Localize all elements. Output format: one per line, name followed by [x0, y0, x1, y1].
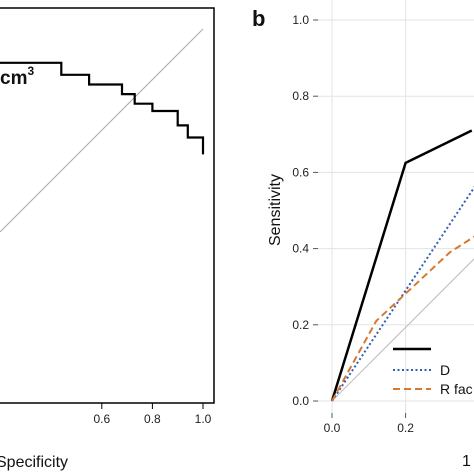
panel-a-x-tick-label: 1.0	[195, 412, 212, 426]
panel-b-x-axis-title: 1	[462, 453, 471, 470]
panel-b-y-tick-label: 0.6	[292, 165, 309, 179]
panel-a-x-ticks: 0.6 0.8 1.0	[93, 403, 212, 426]
panel-b-y-tick-label: 0.8	[292, 89, 309, 103]
panel-a-annotation: cm3	[0, 64, 34, 89]
panel-b-y-tick-label: 0.4	[292, 242, 309, 256]
panel-b-x-tick-label: 0.2	[397, 421, 414, 435]
panel-b-series-line-2	[331, 186, 474, 402]
panel-b-y-axis-title: Sensitivity	[267, 174, 284, 246]
panel-b-x-tick-label: 0.0	[324, 421, 341, 435]
legend-label-2: D	[440, 362, 450, 378]
panel-a: cm3 0.6 0.8 1.0 Specificity	[0, 7, 215, 471]
legend-label-3: R fac	[440, 381, 473, 397]
panel-a-roc-curve	[0, 61, 205, 155]
panel-b-y-tick-label: 1.0	[292, 13, 309, 27]
panel-b-grid	[318, 0, 474, 413]
panel-b-series	[330, 129, 474, 402]
panel-b-series-line-3	[331, 235, 474, 402]
panel-b: b D R fac 0.0 0.2 0.4 0.6 0.8 1.0 0.0 0.2 Sensi…	[252, 0, 474, 470]
panel-b-legend: D R fac	[393, 347, 473, 397]
panel-a-x-axis-title: Specificity	[0, 454, 68, 471]
panel-a-reference-line	[0, 28, 204, 233]
panel-a-x-tick-label: 0.8	[144, 412, 161, 426]
panel-b-x-ticks: 0.0 0.2	[324, 413, 414, 435]
panel-b-y-tick-label: 0.2	[292, 318, 309, 332]
panel-b-y-ticks: 0.0 0.2 0.4 0.6 0.8 1.0	[292, 13, 318, 408]
panel-b-y-tick-label: 0.0	[292, 394, 309, 408]
panel-a-x-tick-label: 0.6	[93, 412, 110, 426]
panel-b-series-line-1	[330, 129, 473, 402]
panel-b-letter: b	[252, 6, 265, 31]
panel-b-reference-line	[331, 258, 474, 402]
panel-b-plot-background	[318, 0, 474, 413]
panel-a-plot-frame	[0, 7, 215, 404]
